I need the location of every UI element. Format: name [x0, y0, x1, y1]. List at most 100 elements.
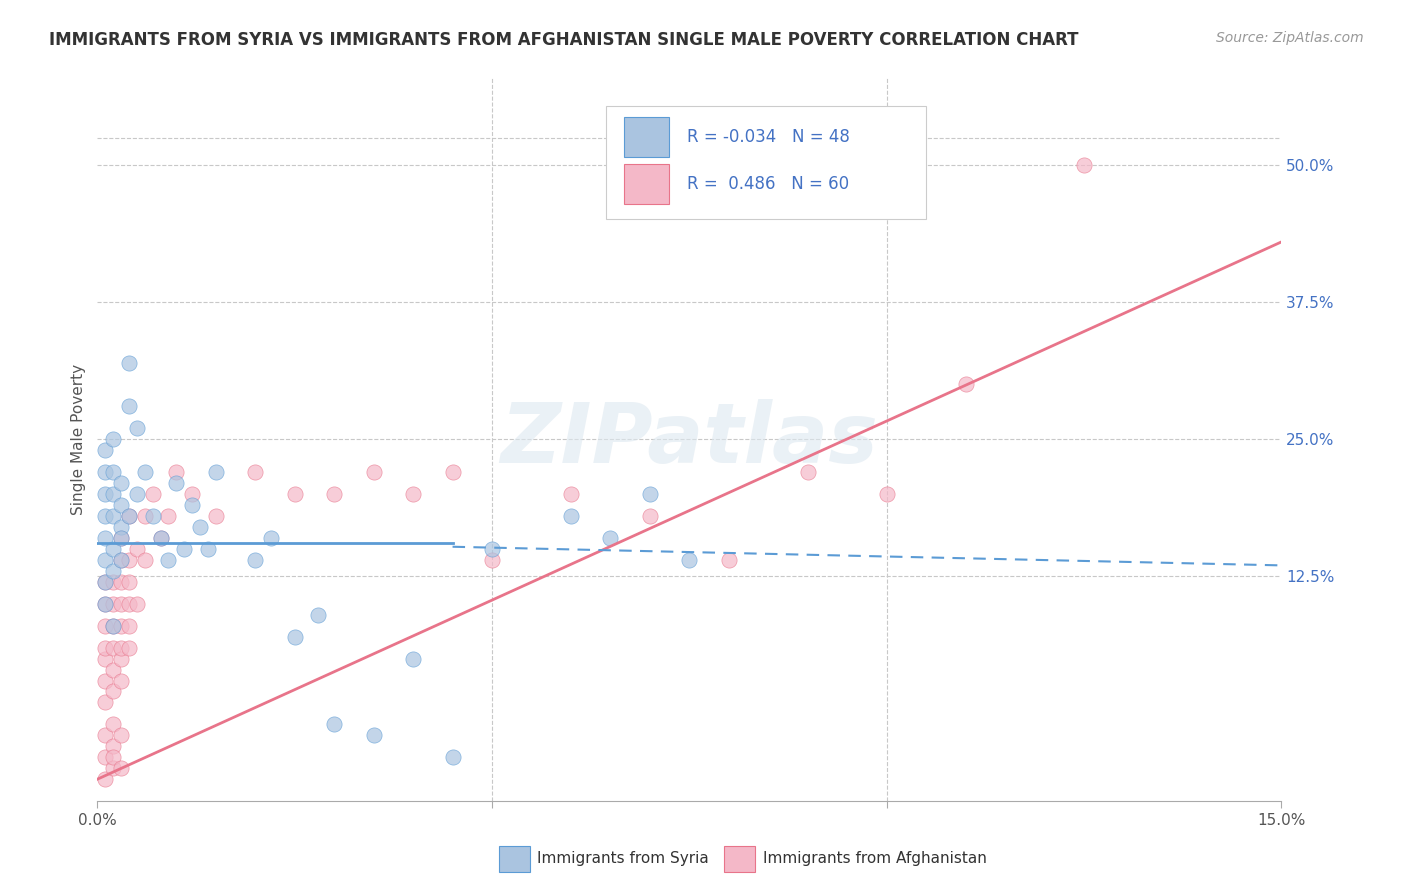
Point: [363, 728, 385, 742]
Point: [678, 553, 700, 567]
Point: [101, 541, 124, 556]
Point: [197, 541, 219, 556]
Point: [125, 421, 148, 435]
Point: [101, 564, 124, 578]
Point: [110, 597, 132, 611]
Point: [797, 465, 820, 479]
Point: [101, 739, 124, 754]
Point: [101, 432, 124, 446]
Point: [101, 750, 124, 764]
Point: [118, 509, 141, 524]
Text: Immigrants from Syria: Immigrants from Syria: [537, 852, 709, 866]
Point: [94, 531, 117, 545]
Point: [101, 487, 124, 501]
Point: [955, 377, 977, 392]
Point: [101, 663, 124, 677]
Point: [94, 772, 117, 787]
Point: [402, 651, 425, 665]
Point: [149, 531, 172, 545]
Point: [560, 509, 582, 524]
Point: [101, 465, 124, 479]
Point: [94, 574, 117, 589]
Point: [188, 520, 211, 534]
Point: [94, 597, 117, 611]
Point: [101, 717, 124, 731]
Point: [181, 498, 204, 512]
Point: [599, 531, 621, 545]
Point: [94, 574, 117, 589]
Point: [134, 509, 156, 524]
Point: [165, 476, 187, 491]
Point: [441, 465, 464, 479]
Point: [110, 476, 132, 491]
Point: [204, 465, 226, 479]
Point: [245, 465, 267, 479]
Point: [125, 541, 148, 556]
Point: [125, 487, 148, 501]
Point: [260, 531, 283, 545]
Point: [101, 574, 124, 589]
Point: [94, 443, 117, 458]
Point: [101, 640, 124, 655]
Point: [638, 487, 661, 501]
Point: [323, 717, 346, 731]
FancyBboxPatch shape: [624, 117, 669, 157]
Point: [110, 640, 132, 655]
Point: [876, 487, 898, 501]
Point: [94, 750, 117, 764]
Point: [481, 553, 503, 567]
Point: [157, 509, 180, 524]
Point: [101, 597, 124, 611]
Point: [363, 465, 385, 479]
Point: [323, 487, 346, 501]
Point: [101, 761, 124, 775]
Point: [481, 541, 503, 556]
Text: ZIPatlas: ZIPatlas: [501, 399, 879, 480]
Point: [110, 553, 132, 567]
Point: [94, 640, 117, 655]
Point: [94, 695, 117, 709]
Point: [118, 597, 141, 611]
Point: [110, 728, 132, 742]
Point: [204, 509, 226, 524]
Point: [101, 684, 124, 698]
Point: [134, 553, 156, 567]
Point: [181, 487, 204, 501]
Point: [118, 553, 141, 567]
Point: [101, 618, 124, 632]
Point: [110, 651, 132, 665]
Point: [94, 728, 117, 742]
Point: [118, 640, 141, 655]
Point: [110, 520, 132, 534]
Point: [118, 618, 141, 632]
Point: [118, 574, 141, 589]
Point: [125, 597, 148, 611]
Point: [284, 487, 307, 501]
Text: IMMIGRANTS FROM SYRIA VS IMMIGRANTS FROM AFGHANISTAN SINGLE MALE POVERTY CORRELA: IMMIGRANTS FROM SYRIA VS IMMIGRANTS FROM…: [49, 31, 1078, 49]
Point: [560, 487, 582, 501]
Point: [101, 509, 124, 524]
Point: [118, 509, 141, 524]
Y-axis label: Single Male Poverty: Single Male Poverty: [72, 364, 86, 515]
Point: [245, 553, 267, 567]
Point: [284, 630, 307, 644]
FancyBboxPatch shape: [624, 164, 669, 204]
Point: [1073, 158, 1095, 172]
Point: [94, 465, 117, 479]
Point: [101, 618, 124, 632]
Point: [142, 487, 165, 501]
Point: [110, 531, 132, 545]
Point: [173, 541, 195, 556]
Point: [307, 607, 329, 622]
Point: [638, 509, 661, 524]
FancyBboxPatch shape: [606, 106, 927, 219]
Text: Immigrants from Afghanistan: Immigrants from Afghanistan: [763, 852, 987, 866]
Point: [402, 487, 425, 501]
Point: [94, 597, 117, 611]
Point: [94, 651, 117, 665]
Point: [157, 553, 180, 567]
Point: [142, 509, 165, 524]
Point: [110, 498, 132, 512]
Point: [94, 509, 117, 524]
Text: R = -0.034   N = 48: R = -0.034 N = 48: [688, 128, 849, 145]
